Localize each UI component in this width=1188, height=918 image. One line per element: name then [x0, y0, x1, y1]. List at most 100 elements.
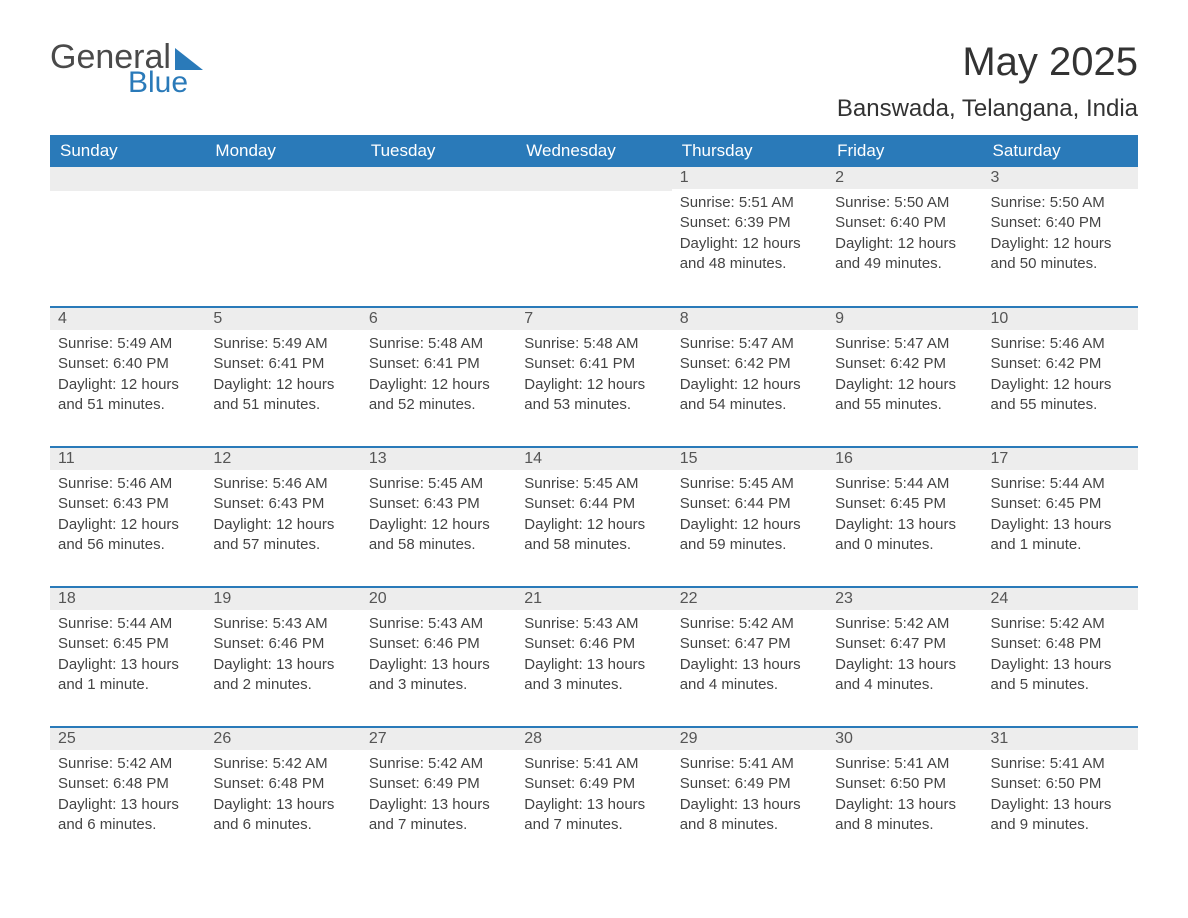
day-body: Sunrise: 5:43 AMSunset: 6:46 PMDaylight:… [205, 610, 360, 703]
day-header-row: Sunday Monday Tuesday Wednesday Thursday… [50, 135, 1138, 167]
day-number: 30 [827, 728, 982, 750]
daylight-line: Daylight: 13 hours and 1 minute. [991, 515, 1130, 556]
sunset-line: Sunset: 6:47 PM [835, 634, 974, 654]
day-number: 3 [983, 167, 1138, 189]
calendar-day-cell: 13Sunrise: 5:45 AMSunset: 6:43 PMDayligh… [361, 447, 516, 587]
sunrise-line: Sunrise: 5:49 AM [213, 334, 352, 354]
sunrise-line: Sunrise: 5:47 AM [680, 334, 819, 354]
calendar-day-cell: 28Sunrise: 5:41 AMSunset: 6:49 PMDayligh… [516, 727, 671, 867]
day-number: 6 [361, 308, 516, 330]
day-body: Sunrise: 5:42 AMSunset: 6:47 PMDaylight:… [827, 610, 982, 703]
location: Banswada, Telangana, India [837, 95, 1138, 123]
day-header: Monday [205, 135, 360, 167]
day-body: Sunrise: 5:50 AMSunset: 6:40 PMDaylight:… [983, 189, 1138, 282]
sunset-line: Sunset: 6:49 PM [524, 774, 663, 794]
daylight-line: Daylight: 12 hours and 57 minutes. [213, 515, 352, 556]
sunset-line: Sunset: 6:50 PM [835, 774, 974, 794]
sunset-line: Sunset: 6:42 PM [835, 354, 974, 374]
daylight-line: Daylight: 13 hours and 3 minutes. [369, 655, 508, 696]
day-body: Sunrise: 5:50 AMSunset: 6:40 PMDaylight:… [827, 189, 982, 282]
sunrise-line: Sunrise: 5:46 AM [58, 474, 197, 494]
day-number: 2 [827, 167, 982, 189]
calendar-day-cell: 21Sunrise: 5:43 AMSunset: 6:46 PMDayligh… [516, 587, 671, 727]
calendar-day-cell: 8Sunrise: 5:47 AMSunset: 6:42 PMDaylight… [672, 307, 827, 447]
day-number: 19 [205, 588, 360, 610]
daylight-line: Daylight: 12 hours and 53 minutes. [524, 375, 663, 416]
day-number: 18 [50, 588, 205, 610]
sunrise-line: Sunrise: 5:43 AM [524, 614, 663, 634]
day-body: Sunrise: 5:41 AMSunset: 6:49 PMDaylight:… [516, 750, 671, 843]
day-body: Sunrise: 5:49 AMSunset: 6:41 PMDaylight:… [205, 330, 360, 423]
day-number: 23 [827, 588, 982, 610]
sunrise-line: Sunrise: 5:51 AM [680, 193, 819, 213]
sunrise-line: Sunrise: 5:45 AM [524, 474, 663, 494]
daylight-line: Daylight: 13 hours and 0 minutes. [835, 515, 974, 556]
day-number: 7 [516, 308, 671, 330]
day-number: 1 [672, 167, 827, 189]
calendar-day-cell: 15Sunrise: 5:45 AMSunset: 6:44 PMDayligh… [672, 447, 827, 587]
day-body: Sunrise: 5:47 AMSunset: 6:42 PMDaylight:… [672, 330, 827, 423]
daylight-line: Daylight: 13 hours and 7 minutes. [369, 795, 508, 836]
day-number: 21 [516, 588, 671, 610]
day-number: 15 [672, 448, 827, 470]
daylight-line: Daylight: 12 hours and 56 minutes. [58, 515, 197, 556]
day-number: 26 [205, 728, 360, 750]
sunrise-line: Sunrise: 5:50 AM [991, 193, 1130, 213]
day-body: Sunrise: 5:45 AMSunset: 6:43 PMDaylight:… [361, 470, 516, 563]
sunrise-line: Sunrise: 5:41 AM [835, 754, 974, 774]
day-body: Sunrise: 5:45 AMSunset: 6:44 PMDaylight:… [672, 470, 827, 563]
calendar-day-cell [50, 167, 205, 307]
calendar-day-cell: 9Sunrise: 5:47 AMSunset: 6:42 PMDaylight… [827, 307, 982, 447]
sunrise-line: Sunrise: 5:50 AM [835, 193, 974, 213]
sunrise-line: Sunrise: 5:43 AM [213, 614, 352, 634]
sunrise-line: Sunrise: 5:44 AM [835, 474, 974, 494]
sunset-line: Sunset: 6:46 PM [524, 634, 663, 654]
calendar-day-cell: 23Sunrise: 5:42 AMSunset: 6:47 PMDayligh… [827, 587, 982, 727]
day-body: Sunrise: 5:48 AMSunset: 6:41 PMDaylight:… [516, 330, 671, 423]
daylight-line: Daylight: 12 hours and 48 minutes. [680, 234, 819, 275]
sunset-line: Sunset: 6:48 PM [213, 774, 352, 794]
day-number: 9 [827, 308, 982, 330]
daylight-line: Daylight: 12 hours and 58 minutes. [524, 515, 663, 556]
sunset-line: Sunset: 6:43 PM [213, 494, 352, 514]
day-body: Sunrise: 5:44 AMSunset: 6:45 PMDaylight:… [983, 470, 1138, 563]
day-body: Sunrise: 5:44 AMSunset: 6:45 PMDaylight:… [827, 470, 982, 563]
calendar-day-cell: 16Sunrise: 5:44 AMSunset: 6:45 PMDayligh… [827, 447, 982, 587]
day-number: 8 [672, 308, 827, 330]
calendar-day-cell: 31Sunrise: 5:41 AMSunset: 6:50 PMDayligh… [983, 727, 1138, 867]
daylight-line: Daylight: 13 hours and 9 minutes. [991, 795, 1130, 836]
sunset-line: Sunset: 6:45 PM [58, 634, 197, 654]
daylight-line: Daylight: 12 hours and 49 minutes. [835, 234, 974, 275]
sunset-line: Sunset: 6:46 PM [369, 634, 508, 654]
calendar-day-cell: 29Sunrise: 5:41 AMSunset: 6:49 PMDayligh… [672, 727, 827, 867]
logo: General Blue [50, 40, 203, 98]
sunset-line: Sunset: 6:42 PM [680, 354, 819, 374]
sunrise-line: Sunrise: 5:47 AM [835, 334, 974, 354]
calendar-day-cell: 10Sunrise: 5:46 AMSunset: 6:42 PMDayligh… [983, 307, 1138, 447]
sunrise-line: Sunrise: 5:42 AM [213, 754, 352, 774]
sunset-line: Sunset: 6:46 PM [213, 634, 352, 654]
sunset-line: Sunset: 6:40 PM [991, 213, 1130, 233]
day-body: Sunrise: 5:47 AMSunset: 6:42 PMDaylight:… [827, 330, 982, 423]
sunset-line: Sunset: 6:44 PM [680, 494, 819, 514]
sunset-line: Sunset: 6:44 PM [524, 494, 663, 514]
day-number: 17 [983, 448, 1138, 470]
sunrise-line: Sunrise: 5:48 AM [369, 334, 508, 354]
day-body: Sunrise: 5:48 AMSunset: 6:41 PMDaylight:… [361, 330, 516, 423]
day-body: Sunrise: 5:42 AMSunset: 6:48 PMDaylight:… [205, 750, 360, 843]
sunrise-line: Sunrise: 5:49 AM [58, 334, 197, 354]
calendar-day-cell: 7Sunrise: 5:48 AMSunset: 6:41 PMDaylight… [516, 307, 671, 447]
sunrise-line: Sunrise: 5:42 AM [58, 754, 197, 774]
calendar-day-cell: 1Sunrise: 5:51 AMSunset: 6:39 PMDaylight… [672, 167, 827, 307]
daylight-line: Daylight: 13 hours and 8 minutes. [835, 795, 974, 836]
sunset-line: Sunset: 6:45 PM [835, 494, 974, 514]
calendar-week-row: 1Sunrise: 5:51 AMSunset: 6:39 PMDaylight… [50, 167, 1138, 307]
day-header: Sunday [50, 135, 205, 167]
sunset-line: Sunset: 6:48 PM [58, 774, 197, 794]
day-number: 25 [50, 728, 205, 750]
day-number: 28 [516, 728, 671, 750]
sunrise-line: Sunrise: 5:42 AM [369, 754, 508, 774]
day-body: Sunrise: 5:43 AMSunset: 6:46 PMDaylight:… [361, 610, 516, 703]
calendar-day-cell: 30 Sunrise: 5:41 AMSunset: 6:50 PMDayligh… [827, 727, 982, 867]
calendar-day-cell: 17Sunrise: 5:44 AMSunset: 6:45 PMDayligh… [983, 447, 1138, 587]
